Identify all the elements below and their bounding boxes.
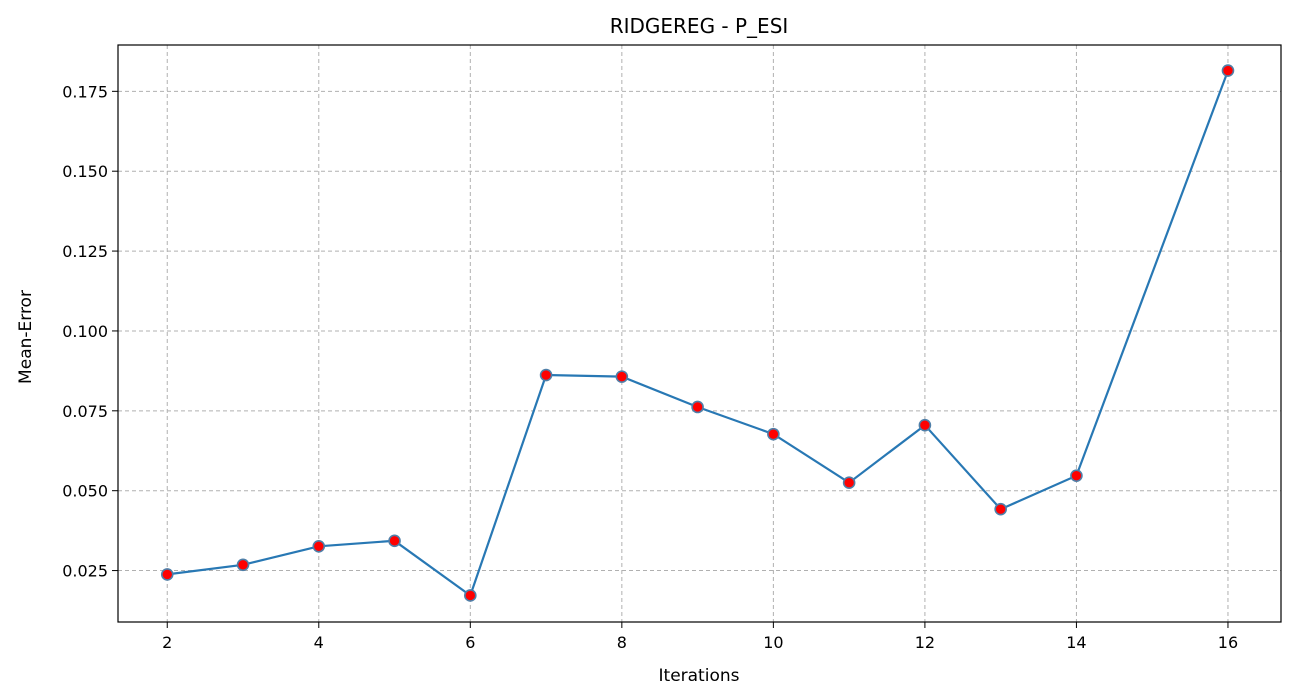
y-tick-label: 0.075 bbox=[62, 402, 108, 421]
x-tick-label: 16 bbox=[1218, 633, 1238, 652]
series-layer bbox=[160, 64, 1235, 602]
y-tick-label: 0.150 bbox=[62, 162, 108, 181]
data-point bbox=[312, 539, 326, 553]
x-tick-label: 2 bbox=[162, 633, 172, 652]
data-point bbox=[160, 568, 174, 581]
data-point bbox=[615, 370, 629, 383]
data-point bbox=[539, 368, 553, 382]
data-point bbox=[918, 418, 932, 432]
y-tick-label: 0.100 bbox=[62, 322, 108, 341]
data-point bbox=[691, 400, 704, 414]
y-tick-label: 0.125 bbox=[62, 242, 108, 261]
data-point bbox=[994, 502, 1007, 516]
x-tick-label: 6 bbox=[465, 633, 475, 652]
x-axis: 2 4 6 8 10 12 14 16 bbox=[162, 622, 1238, 652]
x-tick-label: 4 bbox=[314, 633, 324, 652]
x-tick-label: 14 bbox=[1066, 633, 1086, 652]
x-tick-label: 12 bbox=[915, 633, 935, 652]
grid bbox=[118, 45, 1281, 622]
series-line bbox=[167, 70, 1230, 598]
y-axis-label: Mean-Error bbox=[16, 290, 36, 384]
data-point bbox=[236, 558, 250, 572]
y-tick-label: 0.175 bbox=[62, 82, 108, 101]
x-tick-label: 10 bbox=[763, 633, 783, 652]
y-tick-label: 0.025 bbox=[62, 562, 108, 581]
x-tick-label: 8 bbox=[617, 633, 627, 652]
plot-frame bbox=[117, 44, 1282, 623]
x-axis-label: Iterations bbox=[659, 666, 740, 686]
y-tick-label: 0.050 bbox=[62, 482, 108, 501]
data-point bbox=[767, 427, 780, 441]
y-axis: 0.025 0.050 0.075 0.100 0.125 0.150 0.175 bbox=[62, 82, 118, 581]
data-point bbox=[388, 534, 401, 548]
data-point bbox=[1221, 64, 1235, 77]
data-point bbox=[1070, 469, 1083, 482]
data-point bbox=[464, 589, 477, 602]
chart-title: RIDGEREG - P_ESI bbox=[610, 14, 789, 38]
data-point bbox=[842, 476, 856, 490]
